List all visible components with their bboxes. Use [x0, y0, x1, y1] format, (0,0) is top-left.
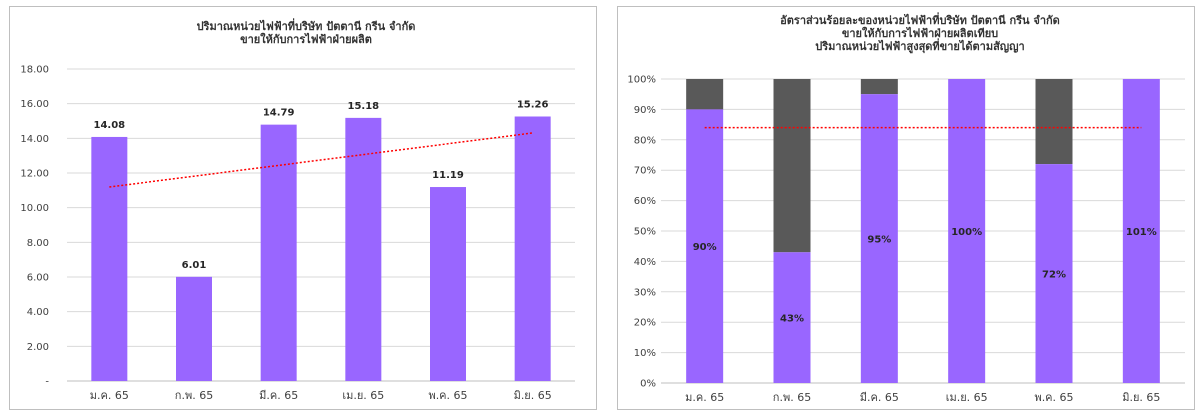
y-tick-label: 50%: [634, 227, 656, 238]
x-tick-label: มี.ค. 65: [860, 391, 899, 404]
x-tick-label: มิ.ย. 65: [514, 389, 552, 402]
y-tick-label: 10.00: [20, 203, 49, 214]
y-tick-label: 16.00: [20, 99, 49, 110]
data-label: 11.19: [432, 170, 464, 181]
y-tick-label: 18.00: [20, 65, 49, 76]
bar: [345, 117, 382, 381]
y-tick-label: 8.00: [27, 238, 49, 249]
y-tick-label: 70%: [634, 166, 656, 177]
chart-panel-electricity-units: ปริมาณหน่วยไฟฟ้าที่บริษัท ปัตตานี กรีน จ…: [9, 6, 597, 410]
bar-chart-electricity-units: ปริมาณหน่วยไฟฟ้าที่บริษัท ปัตตานี กรีน จ…: [20, 18, 575, 402]
y-tick-label: 12.00: [20, 169, 49, 180]
x-tick-label: ก.พ. 65: [175, 389, 213, 402]
chart-title-line: ปริมาณหน่วยไฟฟ้าที่บริษัท ปัตตานี กรีน จ…: [197, 18, 416, 33]
y-tick-label: 4.00: [27, 307, 49, 318]
data-label: 95%: [867, 235, 891, 246]
y-tick-label: 100%: [627, 75, 656, 86]
data-label: 14.08: [94, 120, 126, 131]
y-tick-label: 40%: [634, 257, 656, 268]
bar: [176, 276, 212, 381]
bar: [686, 109, 724, 384]
chart-title-line: ปริมาณหน่วยไฟฟ้าสูงสุดที่ขายได้ตามสัญญา: [815, 38, 1024, 54]
bar: [514, 116, 551, 381]
x-tick-label: ม.ค. 65: [685, 391, 724, 404]
y-tick-label: 2.00: [27, 342, 49, 353]
remainder-bar: [1035, 79, 1073, 165]
bar: [948, 79, 986, 383]
bar: [260, 124, 297, 381]
data-label: 101%: [1126, 227, 1157, 238]
data-label: 100%: [951, 227, 982, 238]
x-tick-label: พ.ค. 65: [1034, 391, 1073, 404]
data-label: 6.01: [182, 260, 207, 271]
bar: [773, 252, 811, 383]
data-label: 15.18: [348, 101, 380, 112]
y-tick-label: 90%: [634, 105, 656, 116]
y-tick-label: 14.00: [20, 134, 49, 145]
y-tick-label: 20%: [634, 318, 656, 329]
bar: [1035, 164, 1073, 383]
x-tick-label: เม.ย. 65: [342, 389, 384, 402]
x-tick-label: มี.ค. 65: [259, 389, 298, 402]
data-label: 43%: [780, 314, 804, 325]
chart-panel-percentage: อัตราส่วนร้อยละของหน่วยไฟฟ้าที่บริษัท ปั…: [617, 6, 1195, 410]
y-tick-label: 6.00: [27, 273, 49, 284]
remainder-bar: [686, 79, 724, 110]
y-tick-label: 30%: [634, 287, 656, 298]
bar: [1122, 79, 1160, 383]
bar: [860, 94, 898, 383]
remainder-bar: [773, 79, 811, 253]
chart-title-line: อัตราส่วนร้อยละของหน่วยไฟฟ้าที่บริษัท ปั…: [780, 12, 1060, 27]
remainder-bar: [860, 79, 898, 95]
bar: [91, 136, 128, 381]
y-tick-label: 0%: [640, 379, 656, 390]
y-tick-label: 80%: [634, 135, 656, 146]
data-label: 14.79: [263, 108, 295, 119]
data-label: 90%: [693, 242, 717, 253]
stacked-bar-chart-percentage: อัตราส่วนร้อยละของหน่วยไฟฟ้าที่บริษัท ปั…: [627, 12, 1185, 404]
trendline: [109, 132, 533, 188]
data-label: 15.26: [517, 99, 549, 110]
y-tick-label: 10%: [634, 348, 656, 359]
x-tick-label: ก.พ. 65: [773, 391, 811, 404]
x-tick-label: ม.ค. 65: [90, 389, 129, 402]
y-tick-label: -: [45, 377, 49, 388]
bar: [430, 187, 466, 381]
data-label: 72%: [1042, 270, 1066, 281]
x-tick-label: มิ.ย. 65: [1122, 391, 1160, 404]
x-tick-label: พ.ค. 65: [428, 389, 467, 402]
y-tick-label: 60%: [634, 196, 656, 207]
chart-title-line: ขายให้กับการไฟฟ้าฝ่ายผลิต: [240, 32, 372, 46]
chart-title-line: ขายให้กับการไฟฟ้าฝ่ายผลิตเทียบ: [842, 26, 998, 40]
x-tick-label: เม.ย. 65: [946, 391, 988, 404]
